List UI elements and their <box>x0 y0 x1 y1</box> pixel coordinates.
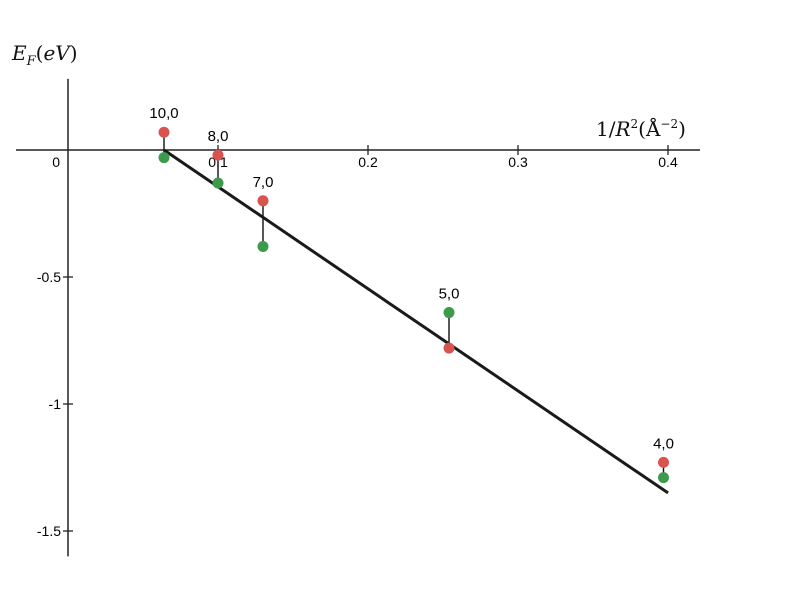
data-point-red <box>158 126 170 138</box>
axes: 0 0.1 0.2 0.3 0.4-0.5-1-1.5 <box>16 78 700 557</box>
point-label: 5,0 <box>439 286 460 303</box>
data-point-green <box>443 307 455 319</box>
x-tick-label: 0.2 <box>358 154 378 170</box>
data-points <box>158 126 669 484</box>
data-point-green <box>257 241 269 253</box>
y-tick-label: -1 <box>49 396 62 412</box>
y-tick-label: -1.5 <box>37 523 61 539</box>
labels: EF(eV) 1/R2(Å−2) 10,0 8,0 7,0 5,0 4,0 <box>11 41 686 452</box>
x-tick-label: 0 <box>52 154 60 170</box>
x-tick-label: 0.4 <box>658 154 678 170</box>
x-axis-title: 1/R2(Å−2) <box>596 116 686 141</box>
y-tick-label: -0.5 <box>37 269 61 285</box>
data-point-green <box>212 177 224 189</box>
data-point-green <box>658 472 669 484</box>
data-point-red <box>443 342 455 354</box>
point-label: 4,0 <box>653 435 674 452</box>
point-label: 8,0 <box>208 128 229 145</box>
point-label: 7,0 <box>253 174 274 191</box>
data-point-red <box>257 195 269 207</box>
y-axis-title: EF(eV) <box>11 41 78 69</box>
fit-line <box>163 148 669 495</box>
fit-line-group <box>163 148 669 495</box>
connector-lines <box>163 132 665 478</box>
point-label: 10,0 <box>149 105 178 122</box>
data-point-red <box>212 149 224 161</box>
x-tick-label: 0.3 <box>508 154 528 170</box>
data-point-green <box>158 152 170 164</box>
data-point-red <box>658 456 669 468</box>
